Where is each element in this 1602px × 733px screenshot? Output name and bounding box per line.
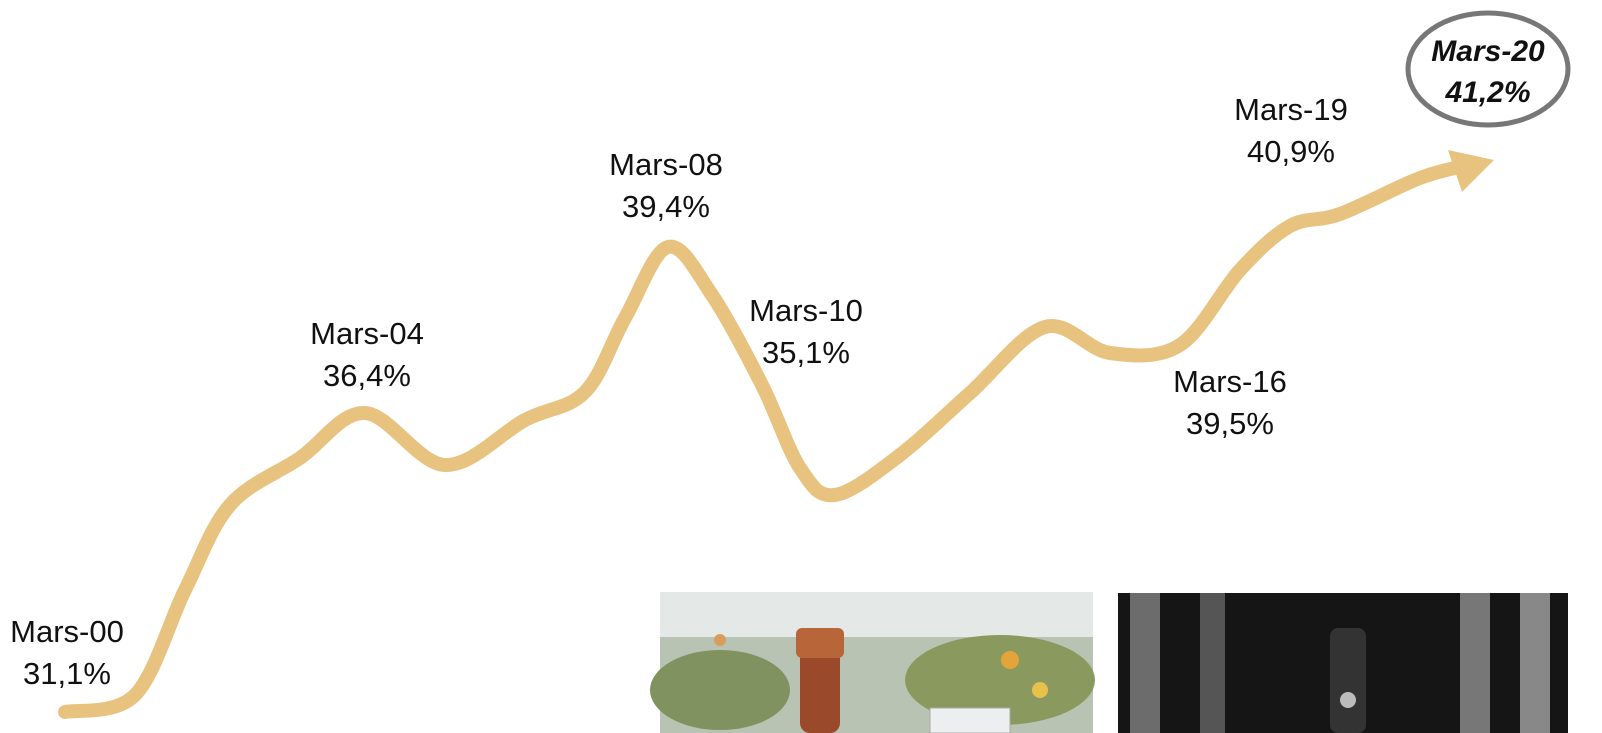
milestone-share: 39,4%	[622, 189, 710, 224]
milestone-period: Mars-16	[1173, 364, 1287, 399]
photo-bottle-cellar	[1118, 593, 1568, 733]
milestone-period: Mars-04	[310, 316, 424, 351]
infographic: Mars-00 31,1% Mars-04 36,4% Mars-08 39,4% Mars…	[0, 0, 1602, 733]
photo-bottle-garden	[650, 592, 1095, 733]
milestone-period: Mars-00	[10, 614, 124, 649]
milestone-period: Mars-08	[609, 147, 723, 182]
milestone-share: 31,1%	[23, 656, 111, 691]
milestone-period: Mars-10	[749, 293, 863, 328]
milestone-share: 36,4%	[323, 358, 411, 393]
milestone-period: Mars-19	[1234, 92, 1348, 127]
milestone-share: 39,5%	[1186, 406, 1274, 441]
highlight-period: Mars-20	[1431, 35, 1545, 68]
milestone-share: 40,9%	[1247, 134, 1335, 169]
milestone-share: 35,1%	[762, 335, 850, 370]
highlight-share: 41,2%	[1444, 76, 1530, 109]
